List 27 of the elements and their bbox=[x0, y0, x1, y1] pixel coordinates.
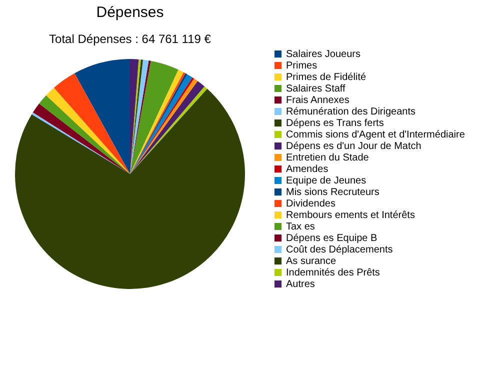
legend-label: Rembours ements et Intérêts bbox=[286, 210, 415, 221]
legend-label: Indemnités des Prêts bbox=[286, 268, 380, 278]
legend-label: Frais Annexes bbox=[286, 95, 350, 106]
legend-label: Salaires Staff bbox=[286, 84, 346, 94]
legend-label: Amendes bbox=[286, 164, 328, 175]
legend-label: Commis sions d'Agent et d'Intermédiaire bbox=[286, 130, 466, 140]
legend-label: As surance bbox=[286, 256, 336, 267]
legend-label: Dépens es Trans ferts bbox=[286, 118, 384, 129]
legend-label: Mis sions Recruteurs bbox=[286, 187, 380, 198]
chart-subtitle: Total Dépenses : 64 761 119 € bbox=[49, 32, 212, 46]
legend-label: Primes de Fidélité bbox=[286, 72, 366, 83]
legend-label: Equipe de Jeunes bbox=[286, 176, 366, 186]
pie-slice bbox=[46, 88, 130, 174]
pie-slice bbox=[39, 95, 130, 174]
legend-label: Primes bbox=[286, 60, 318, 72]
legend-label: Dividendes bbox=[286, 198, 336, 210]
legend-label: Entretien du Stade bbox=[286, 152, 370, 164]
legend-label: Rémunération des Dirigeants bbox=[286, 106, 416, 118]
chart-title: Dépenses bbox=[96, 4, 164, 21]
legend-label: Dépens es d'un Jour de Match bbox=[286, 141, 422, 152]
pie-slice bbox=[54, 73, 130, 174]
legend-label: Dépens es Equipe B bbox=[286, 233, 378, 244]
pie-slice bbox=[130, 60, 178, 174]
legend-label: Coût des Déplacements bbox=[286, 244, 393, 256]
legend-label: Salaires Joueurs bbox=[286, 49, 360, 60]
legend-label: Autres bbox=[286, 279, 315, 290]
legend-label: Tax es bbox=[286, 222, 315, 232]
